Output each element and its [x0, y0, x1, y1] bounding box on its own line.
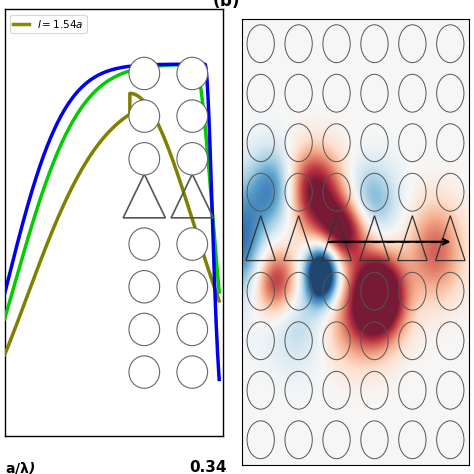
Text: 0.34: 0.34	[190, 460, 227, 474]
Legend: $\mathit{l=1.54a}$: $\mathit{l=1.54a}$	[10, 15, 87, 33]
Text: $\mathbf{a/\lambda}$): $\mathbf{a/\lambda}$)	[5, 460, 35, 474]
Text: $\mathbf{(b)}$: $\mathbf{(b)}$	[212, 0, 239, 10]
